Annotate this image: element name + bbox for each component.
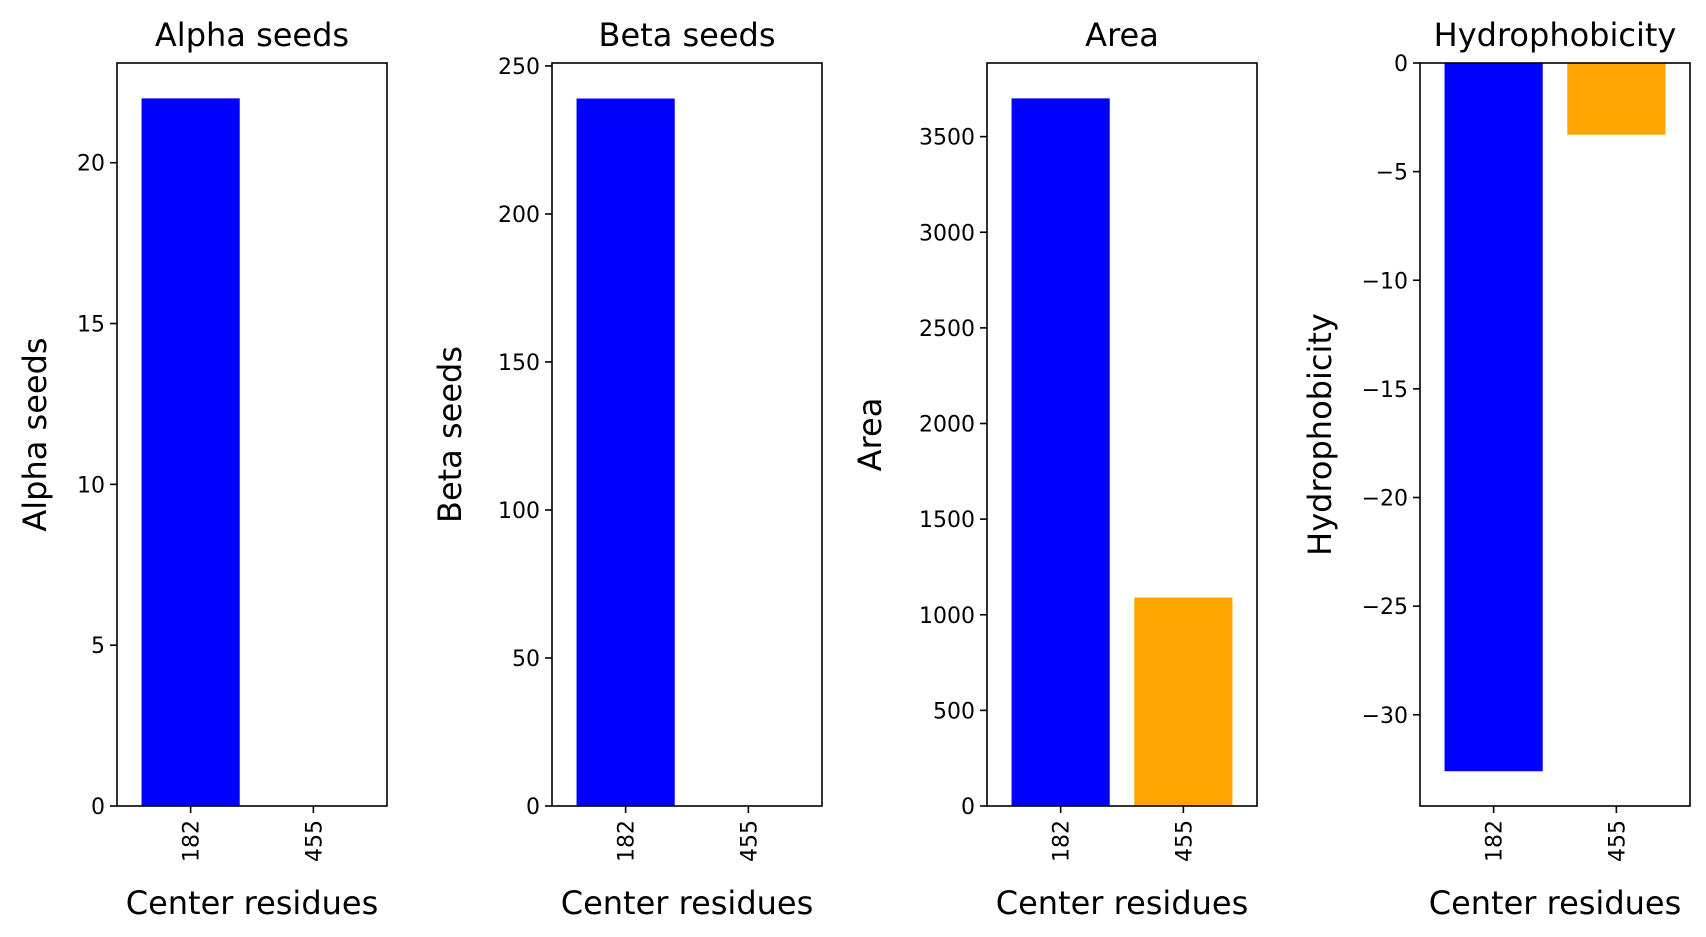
bar-455 xyxy=(1134,597,1233,806)
x-tick-label: 182 xyxy=(1483,820,1508,862)
bar-455 xyxy=(1567,63,1666,135)
x-axis-label: Center residues xyxy=(561,884,814,922)
y-axis-label: Area xyxy=(851,398,889,472)
x-axis-label: Center residues xyxy=(1429,884,1682,922)
axes-frame xyxy=(986,62,1258,807)
y-tick-label: 100 xyxy=(498,499,540,524)
y-tick-label: 10 xyxy=(77,473,105,498)
y-tick-label: −10 xyxy=(1362,269,1408,294)
chart-panel-1: 0 5 10 15 20 182 455 Alpha seeds Center residues… xyxy=(16,16,388,922)
x-tick-label: 455 xyxy=(302,820,327,862)
y-axis-label: Alpha seeds xyxy=(16,337,54,531)
y-tick-label: 50 xyxy=(512,647,540,672)
bar-182 xyxy=(576,98,675,806)
chart-title: Beta seeds xyxy=(599,16,776,54)
bar-182 xyxy=(1011,98,1110,806)
y-tick-label: 5 xyxy=(91,634,105,659)
x-tick-label: 455 xyxy=(1605,820,1630,862)
x-tick-label: 455 xyxy=(1172,820,1197,862)
y-tick-label: 200 xyxy=(498,203,540,228)
y-tick-label: 2500 xyxy=(919,317,975,342)
y-tick-label: 250 xyxy=(498,55,540,80)
y-axis-label: Hydrophobicity xyxy=(1301,313,1339,556)
y-tick-label: −30 xyxy=(1362,704,1408,729)
y-tick-label: 0 xyxy=(1394,52,1408,77)
chart-title: Hydrophobicity xyxy=(1434,16,1677,54)
bar-182 xyxy=(1444,63,1543,772)
y-tick-label: 3000 xyxy=(919,221,975,246)
y-tick-label: 15 xyxy=(77,313,105,338)
y-tick-label: 1500 xyxy=(919,508,975,533)
chart-panel-2: 0 50 100 150 200 250 182 455 Beta seeds Center re… xyxy=(431,16,823,922)
x-tick-label: 182 xyxy=(1050,820,1075,862)
y-tick-label: 0 xyxy=(91,795,105,820)
y-tick-label: 2000 xyxy=(919,413,975,438)
y-tick-label: −15 xyxy=(1362,378,1408,403)
x-tick-label: 182 xyxy=(180,820,205,862)
y-tick-label: 0 xyxy=(526,795,540,820)
y-tick-label: 150 xyxy=(498,351,540,376)
y-tick-label: −20 xyxy=(1362,487,1408,512)
axes-frame xyxy=(551,62,823,807)
chart-title: Alpha seeds xyxy=(155,16,349,54)
axes-frame xyxy=(1419,62,1691,807)
y-tick-label: 1000 xyxy=(919,604,975,629)
y-tick-label: −25 xyxy=(1362,595,1408,620)
x-axis-label: Center residues xyxy=(996,884,1249,922)
y-tick-label: 20 xyxy=(77,152,105,177)
bar-182 xyxy=(141,98,240,806)
chart-panel-4: 0 −5 −10 −15 −20 −25 −30 182 455 Hydrophobicity Ce… xyxy=(1301,16,1691,922)
chart-title: Area xyxy=(1085,16,1159,54)
y-tick-label: 500 xyxy=(933,699,975,724)
x-tick-label: 182 xyxy=(615,820,640,862)
y-tick-label: −5 xyxy=(1376,161,1408,186)
y-tick-label: 0 xyxy=(961,795,975,820)
chart-panel-3: 0 500 1000 1500 2000 2500 3000 3500 182 455 Area Ce… xyxy=(851,16,1258,922)
axes-frame xyxy=(116,62,388,807)
x-tick-label: 455 xyxy=(737,820,762,862)
y-tick-label: 3500 xyxy=(919,126,975,151)
x-axis-label: Center residues xyxy=(126,884,379,922)
y-axis-label: Beta seeds xyxy=(431,346,469,523)
